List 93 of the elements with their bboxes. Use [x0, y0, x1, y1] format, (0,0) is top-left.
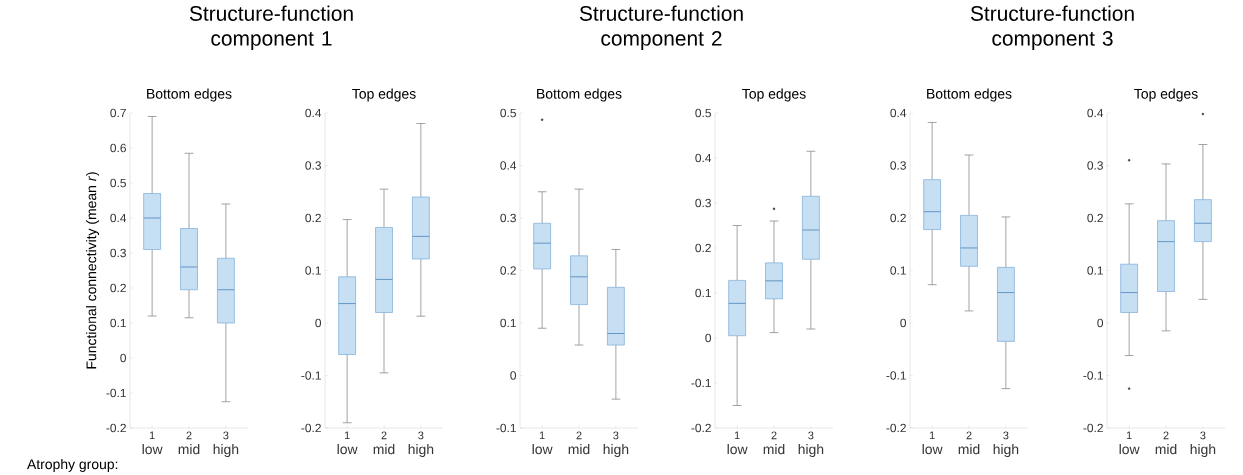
- chart-title: Structure-function component 3: [970, 5, 1134, 50]
- text: mid: [763, 444, 785, 455]
- x-tick-label: 2: [966, 431, 972, 440]
- y-tick-label: 0.5: [500, 108, 516, 118]
- text: high: [798, 444, 824, 458]
- y-tick-label: 0: [315, 318, 322, 328]
- chart-subtitle: Bottom edges: [927, 88, 1012, 102]
- x-tick-label: 2: [771, 431, 777, 440]
- y-tick-label: 0.2: [110, 283, 126, 293]
- y-tick-label: 0: [705, 333, 712, 343]
- text: low: [1119, 443, 1140, 455]
- chart-subtitle: Top edges: [352, 88, 416, 102]
- y-tick-label: 0.4: [110, 213, 127, 223]
- text: Atrophy group:: [27, 458, 118, 472]
- y-tick-label: 0.3: [890, 161, 906, 170]
- y-tick-label: 0: [900, 318, 907, 328]
- y-tick-label: 0.1: [1087, 266, 1103, 275]
- x-tick-label: 3: [1003, 431, 1009, 440]
- y-tick-label: 0: [510, 371, 517, 380]
- x-tick-label: 1: [149, 431, 155, 440]
- x-tick-label: 1: [539, 431, 545, 440]
- y-tick-label: 0.1: [695, 288, 711, 298]
- y-tick-label: 0.4: [695, 153, 712, 163]
- x-tick-label: 3: [1200, 431, 1206, 440]
- y-tick-label: 0.3: [305, 161, 321, 170]
- x-tick-label: 1: [344, 431, 350, 440]
- y-tick-label: -0.2: [106, 423, 126, 433]
- y-axis-title: Functional connectivity (mean r): [86, 172, 100, 369]
- x-tick-label: 1: [929, 431, 935, 440]
- text: low: [337, 443, 358, 455]
- chart-title: Structure-function component 2: [579, 5, 743, 50]
- y-tick-label: 0.1: [500, 318, 516, 328]
- text: low: [142, 443, 163, 455]
- x-tick-label: 1: [734, 431, 740, 440]
- y-tick-label: -0.1: [1083, 371, 1103, 380]
- text: high: [1190, 444, 1216, 458]
- text: low: [532, 443, 553, 455]
- chart-title: Structure-function component 1: [189, 5, 353, 50]
- y-tick-label: 0: [120, 353, 127, 363]
- text: mid: [1155, 444, 1177, 455]
- y-tick-label: -0.1: [496, 423, 516, 433]
- x-tick-label: 3: [613, 431, 619, 440]
- y-tick-label: 0.4: [1087, 108, 1104, 118]
- y-tick-label: -0.2: [301, 423, 321, 433]
- x-tick-label: 2: [381, 431, 387, 440]
- text: low: [727, 443, 748, 455]
- x-tick-label: 2: [576, 431, 582, 440]
- y-tick-label: 0.1: [110, 318, 126, 328]
- y-tick-label: 0.4: [890, 108, 907, 118]
- y-tick-label: -0.1: [691, 378, 711, 388]
- chart-subtitle: Top edges: [1134, 88, 1198, 102]
- y-tick-label: 0.5: [110, 178, 126, 188]
- y-tick-label: -0.1: [301, 371, 321, 380]
- y-tick-label: 0.2: [305, 213, 321, 223]
- text: mid: [958, 444, 980, 455]
- y-tick-label: 0.4: [305, 108, 322, 118]
- y-tick-label: 0.2: [890, 213, 906, 223]
- chart-subtitle: Top edges: [742, 88, 806, 102]
- y-tick-label: -0.2: [1083, 423, 1103, 433]
- x-tick-label: 3: [808, 431, 814, 440]
- y-tick-label: -0.2: [886, 423, 906, 433]
- y-tick-label: 0.2: [1087, 213, 1103, 223]
- text: high: [993, 444, 1019, 458]
- y-tick-label: 0.3: [500, 213, 516, 223]
- y-tick-label: 0.5: [695, 108, 711, 118]
- y-tick-label: 0.1: [305, 266, 321, 275]
- x-tick-label: 2: [1163, 431, 1169, 440]
- chart-subtitle: Bottom edges: [147, 88, 232, 102]
- y-tick-label: 0.4: [500, 161, 517, 170]
- chart-subtitle: Bottom edges: [537, 88, 622, 102]
- x-tick-label: 3: [223, 431, 229, 440]
- text: high: [408, 444, 434, 458]
- y-tick-label: 0.2: [500, 266, 516, 275]
- y-tick-label: -0.2: [691, 423, 711, 433]
- text: high: [603, 444, 629, 458]
- y-tick-label: -0.1: [106, 388, 126, 398]
- y-tick-label: 0.6: [110, 143, 126, 153]
- y-tick-label: 0.3: [1087, 161, 1103, 170]
- x-tick-label: 2: [186, 431, 192, 440]
- y-tick-label: -0.1: [886, 371, 906, 380]
- y-tick-label: 0.7: [110, 108, 126, 118]
- y-tick-label: 0.3: [695, 198, 711, 208]
- text: low: [922, 443, 943, 455]
- x-tick-label: 3: [418, 431, 424, 440]
- y-tick-label: 0.3: [110, 248, 126, 258]
- y-tick-label: 0: [1097, 318, 1104, 328]
- y-tick-label: 0.2: [695, 243, 711, 253]
- x-tick-label: 1: [1126, 431, 1132, 440]
- y-tick-label: 0.1: [890, 266, 906, 275]
- text: mid: [373, 444, 395, 455]
- text: mid: [178, 444, 200, 455]
- text: high: [213, 444, 239, 458]
- text: mid: [568, 444, 590, 455]
